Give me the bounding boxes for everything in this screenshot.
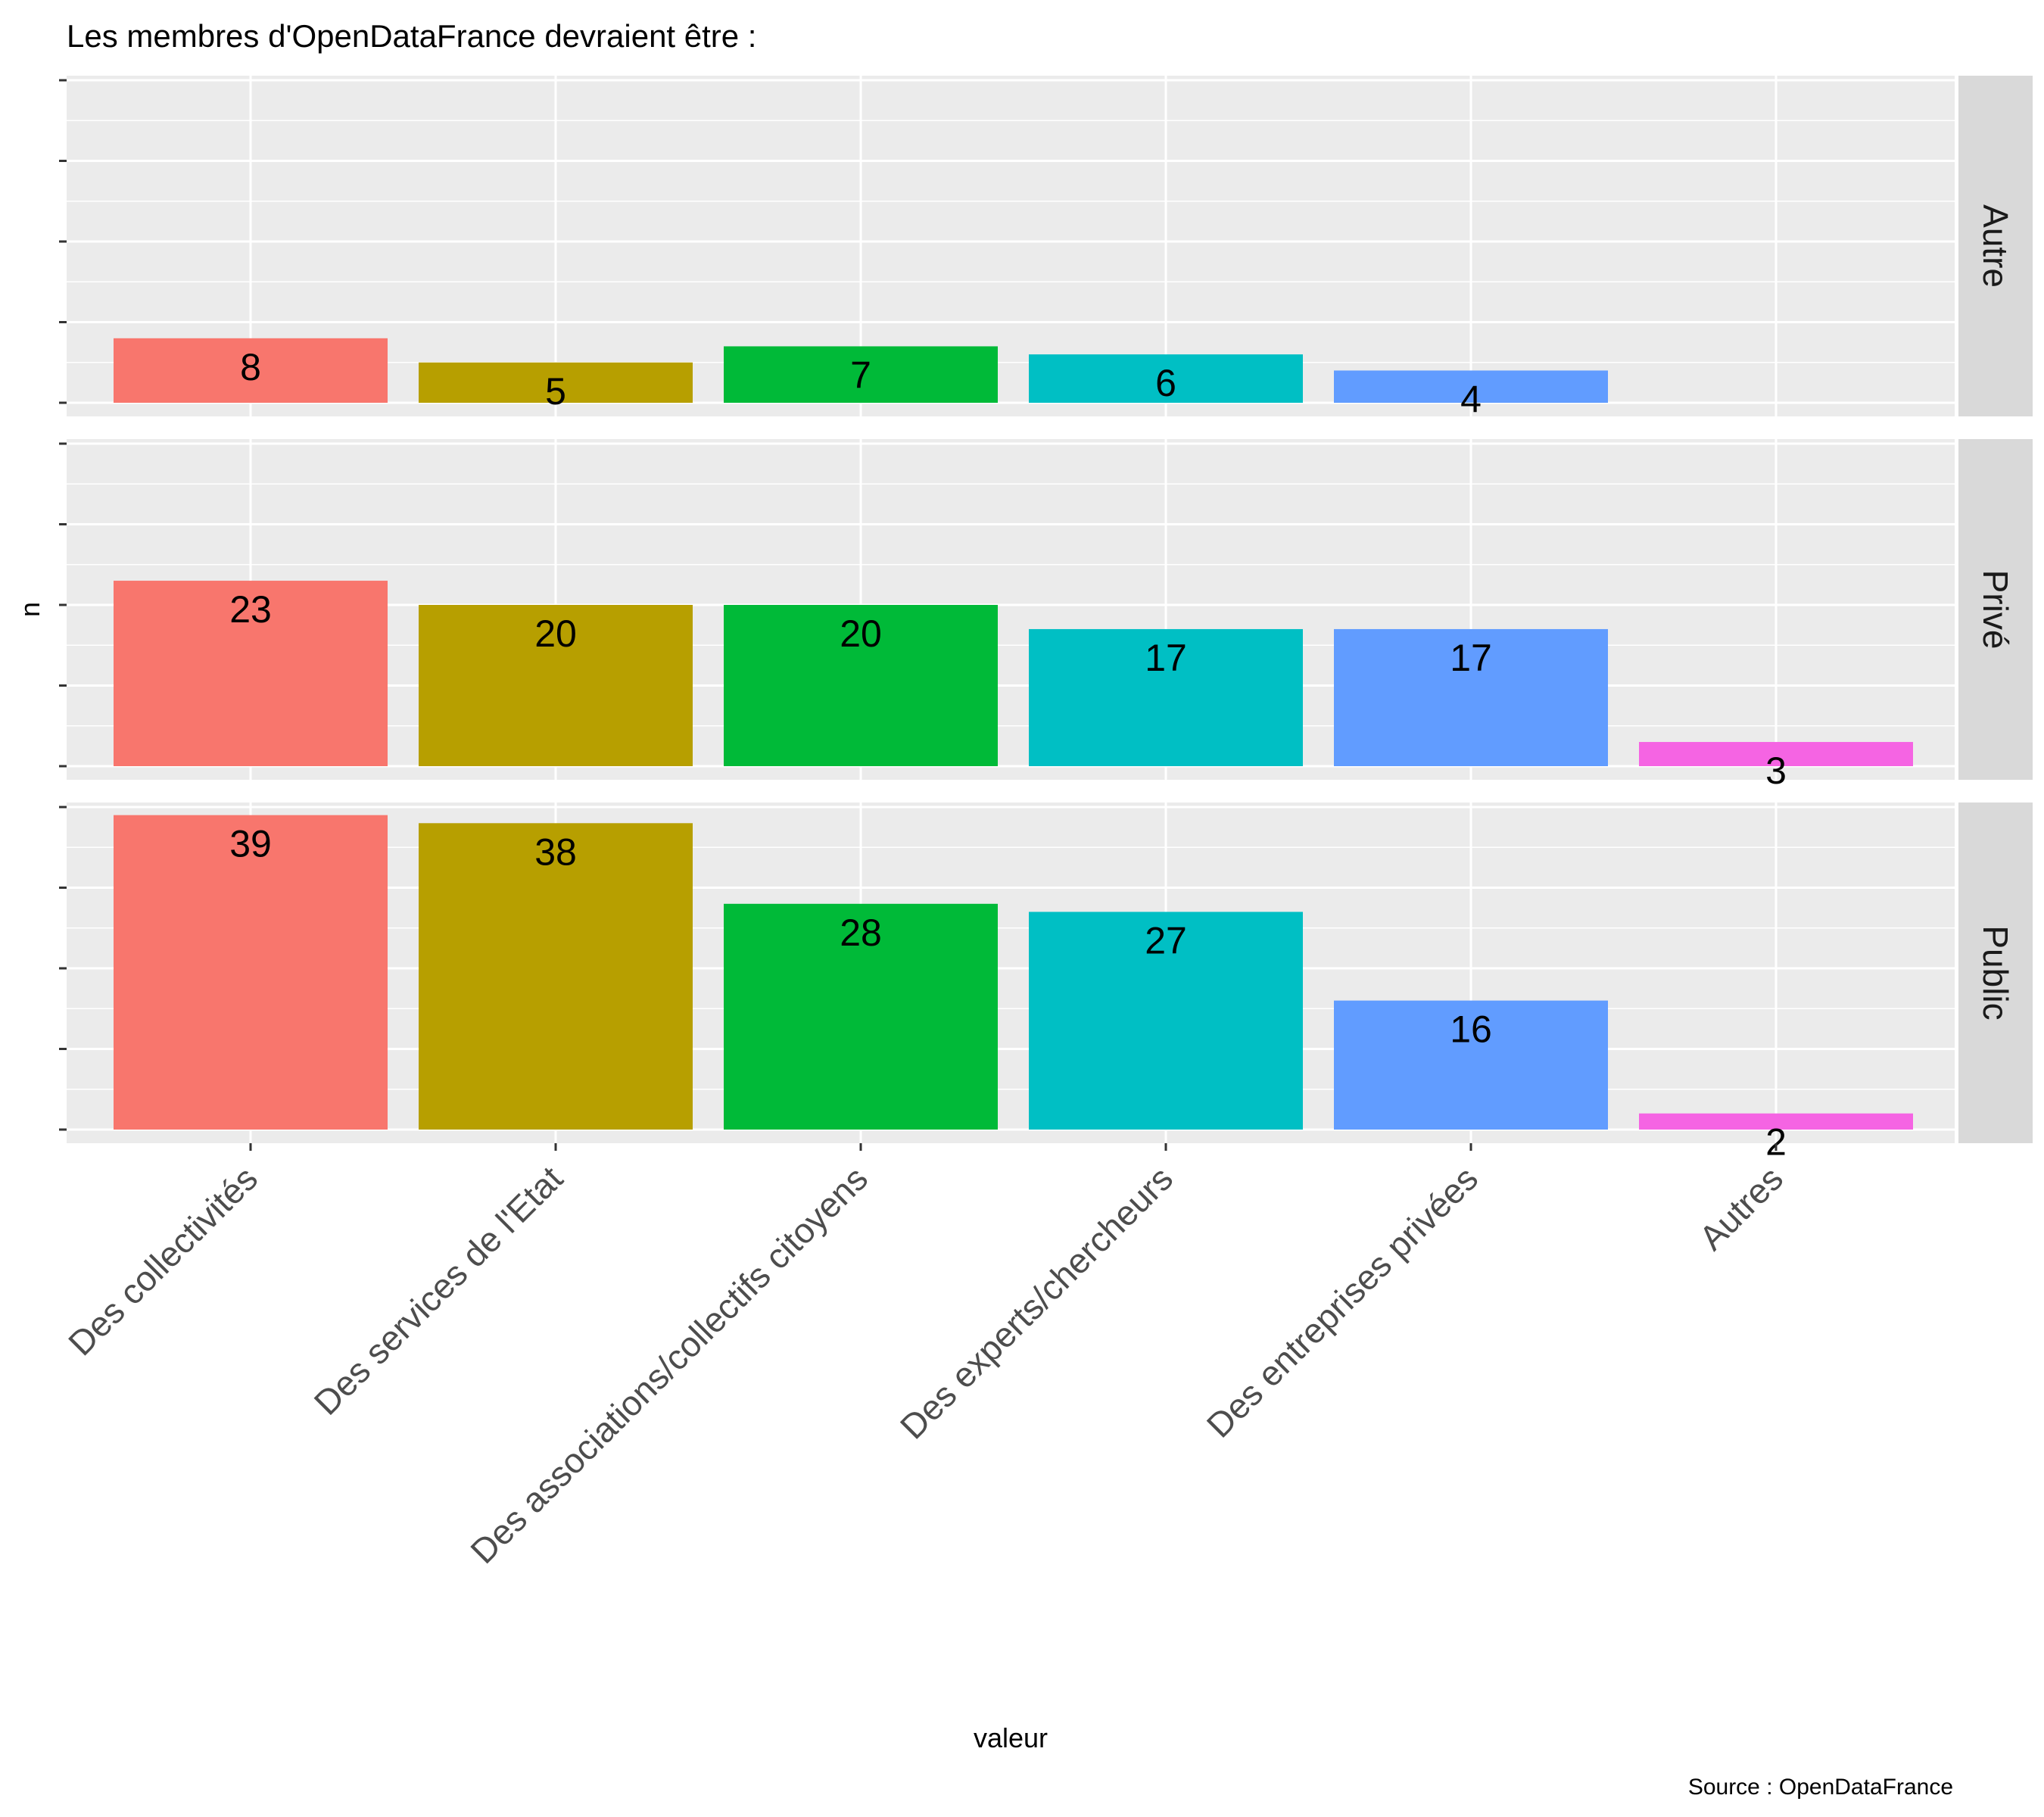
bar [1029, 912, 1303, 1130]
y-axis-title: n [14, 602, 45, 617]
facet-strip-label: Public [1976, 925, 2015, 1020]
facet-panel: 23 20 20 17 17 3 Privé [59, 439, 2033, 792]
facet-strip-label: Privé [1976, 570, 2015, 650]
bar-value-label: 3 [1765, 750, 1787, 792]
bar [114, 815, 388, 1130]
bar-value-label: 2 [1765, 1121, 1787, 1164]
bar-value-label: 38 [534, 831, 577, 873]
bar-value-label: 17 [1145, 637, 1187, 679]
bar [1334, 1000, 1608, 1130]
bar-value-label: 17 [1450, 637, 1492, 679]
bar [114, 338, 388, 403]
bar [1639, 1113, 1913, 1130]
bar [724, 605, 998, 766]
bar [1639, 742, 1913, 766]
bar [419, 823, 693, 1130]
x-axis-title: valeur [974, 1722, 1048, 1753]
bar-value-label: 7 [850, 354, 871, 396]
bar [114, 581, 388, 766]
bar [724, 903, 998, 1130]
bar [1334, 628, 1608, 766]
bar-value-label: 20 [534, 612, 577, 655]
x-tick-label: Des services de l'Etat [307, 1158, 571, 1423]
bar-value-label: 39 [229, 823, 272, 865]
facet-strip-label: Autre [1976, 204, 2015, 288]
bar [724, 346, 998, 403]
bar-value-label: 28 [840, 912, 882, 954]
bar [1029, 628, 1303, 766]
bar-value-label: 4 [1460, 378, 1482, 420]
facet-panel: 39 38 28 27 16 2 Public [59, 803, 2033, 1164]
facet-panels: 8 5 7 6 4 Autre 23 20 20 17 17 3 Privé 39 38 28 27 16 2 Pub… [59, 76, 2033, 1164]
bar-value-label: 8 [240, 346, 261, 388]
bar-value-label: 5 [545, 370, 566, 413]
facet-strip [1958, 439, 2033, 780]
bar-value-label: 16 [1450, 1008, 1492, 1051]
bar [419, 605, 693, 766]
facet-strip [1958, 803, 2033, 1143]
bar-value-label: 20 [840, 612, 882, 655]
bar-value-label: 23 [229, 588, 272, 631]
x-tick-label: Des entreprises privées [1199, 1158, 1485, 1445]
bar [419, 362, 693, 403]
caption: Source : OpenDataFrance [1688, 1775, 1953, 1800]
x-tick-label: Autres [1691, 1158, 1790, 1258]
bar [1334, 370, 1608, 403]
bar-value-label: 6 [1155, 362, 1176, 404]
bar [1029, 354, 1303, 403]
x-tick-label: Des experts/chercheurs [893, 1158, 1180, 1446]
facet-panel: 8 5 7 6 4 Autre [59, 76, 2033, 420]
chart-title: Les membres d'OpenDataFrance devraient ê… [67, 18, 756, 54]
facet-strip [1958, 76, 2033, 416]
bar-value-label: 27 [1145, 919, 1187, 961]
x-tick-label: Des collectivités [61, 1158, 265, 1363]
x-axis-tick-labels: Des collectivités Des services de l'Etat D… [61, 1143, 1790, 1571]
